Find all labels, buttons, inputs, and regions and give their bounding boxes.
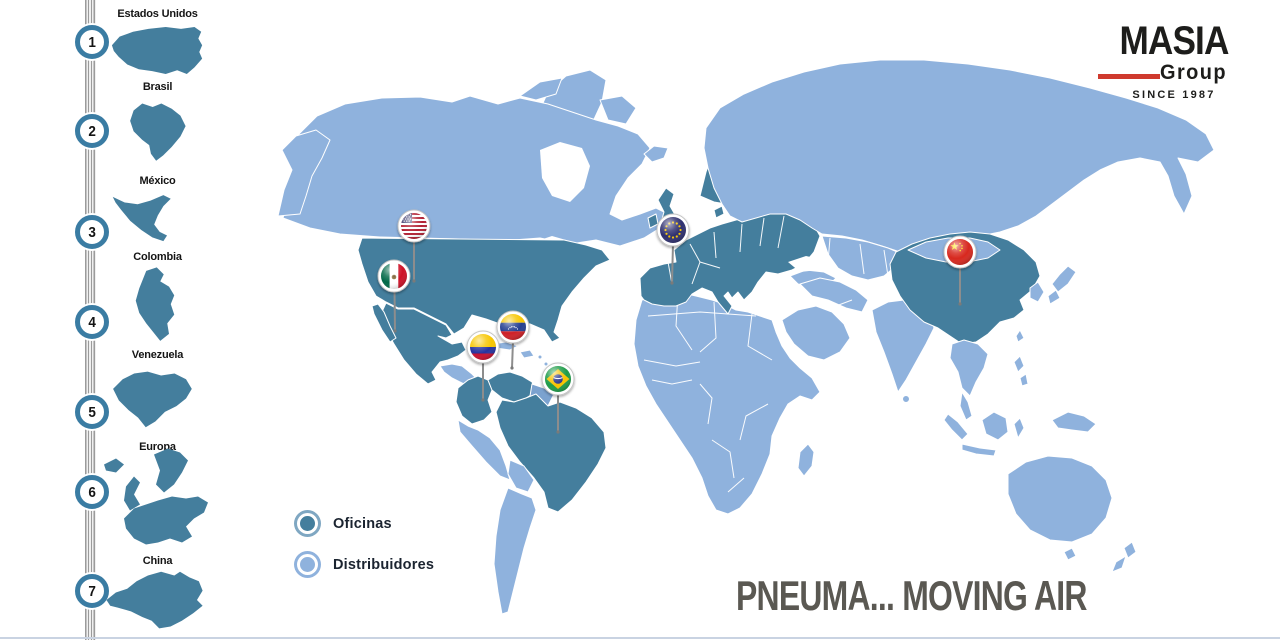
pin-colombia [466,330,500,402]
bottom-border-line [0,637,1280,639]
europe-mainland-shape [639,209,821,315]
usa-silhouette-icon [111,27,203,75]
mexico-silhouette-icon [112,195,171,242]
brazil-shape [495,393,607,513]
sidebar-label-colombia: Colombia [133,251,182,263]
usa-flag-icon [401,213,427,239]
logo-red-bar [1098,73,1160,79]
china-silhouette-icon [106,571,203,629]
pin-europe [656,213,690,285]
europe-silhouette-icon [104,448,208,545]
logo-since-text: SINCE 1987 [1132,89,1216,101]
venezuela-flag-icon [500,314,526,340]
offices-dot-icon [300,516,315,531]
alaska-shape [277,129,331,217]
logo-name: MASIA [1119,19,1229,63]
venezuela-silhouette-icon [113,371,192,428]
sidebar-label-brasil: Brasil [142,81,173,93]
legend-label-distributors: Distribuidores [333,556,435,573]
iran-shape [799,277,869,313]
sidebar-label-mexico: México [139,175,176,187]
colombia-silhouette-icon [135,267,175,341]
pin-brazil [541,362,575,434]
sidebar-number-7: 7 [75,574,109,608]
colombia-flag-icon [470,334,496,360]
japan-shape [1051,265,1077,293]
legend-item-offices: Oficinas [294,510,434,537]
eu-flag-icon [660,217,686,243]
sidebar-label-venezuela: Venezuela [131,349,184,361]
logo-group-text: Group [1160,61,1227,84]
sidebar-number-3: 3 [75,215,109,249]
distributors-dot-icon [300,557,315,572]
indochina-shape [949,339,989,397]
mexico-shape [379,302,467,385]
pin-mexico [377,259,411,333]
arabia-shape [781,305,851,361]
sidebar-number-4: 4 [75,305,109,339]
africa-shape [633,291,821,515]
legend: Oficinas Distribuidores [294,510,434,592]
russia-shape [703,59,1215,253]
masia-group-logo: MASIA Group SINCE 1987 [1098,19,1250,101]
legend-item-distributors: Distribuidores [294,551,434,578]
madagascar-shape [797,443,815,477]
sidebar-label-estados-unidos: Estados Unidos [117,8,198,20]
sidebar-number-2: 2 [75,114,109,148]
australia-shape [1007,455,1113,543]
tagline: PNEUMA... MOVING AIR [736,572,1087,619]
new-guinea-shape [1051,411,1097,433]
sidebar-number-5: 5 [75,395,109,429]
brazil-flag-icon [545,366,571,392]
brazil-silhouette-icon [130,103,186,161]
borneo-shape [981,411,1009,441]
pin-china [943,235,977,306]
pin-venezuela [496,310,530,370]
sidebar-number-6: 6 [75,475,109,509]
argentina-shape [493,487,537,615]
iceland-shape [643,145,669,163]
china-shape [889,231,1041,345]
china-flag-icon [947,239,973,265]
pin-usa [397,209,431,283]
sidebar-label-china: China [142,555,173,567]
legend-label-offices: Oficinas [333,515,392,532]
mexico-flag-icon [381,263,407,289]
sidebar-number-1: 1 [75,25,109,59]
